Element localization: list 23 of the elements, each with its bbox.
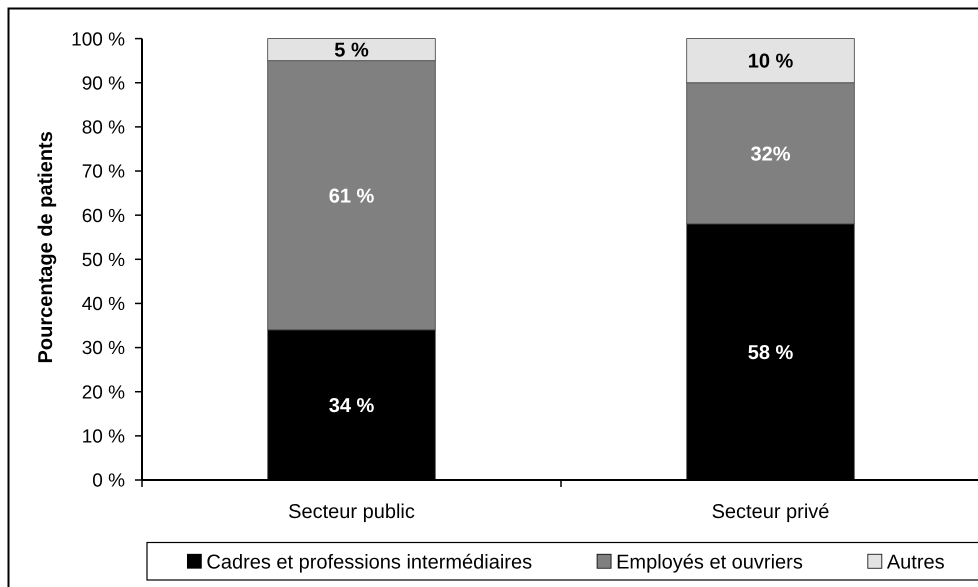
y-tick-label: 10 % [82, 426, 126, 448]
y-tick-label: 90 % [82, 73, 126, 94]
y-tick-label: 70 % [82, 162, 126, 183]
data-label: 34 % [328, 394, 375, 417]
legend-label: Autres [886, 551, 945, 574]
y-tick-label: 30 % [82, 338, 126, 360]
y-axis-title: Pourcentage de patients [35, 131, 57, 364]
y-tick-label: 80 % [82, 118, 126, 139]
y-tick-label: 40 % [82, 294, 126, 316]
x-tick-label: Secteur public [288, 501, 415, 523]
x-tick-label: Secteur privé [712, 501, 830, 523]
data-label: 58 % [748, 342, 794, 364]
y-tick-label: 100 % [71, 29, 126, 50]
data-label: 32% [750, 143, 791, 166]
data-label: 5 % [334, 40, 369, 62]
data-label: 61 % [328, 185, 375, 208]
y-tick-label: 60 % [82, 206, 126, 227]
legend-label: Employés et ouvriers [616, 551, 803, 574]
y-tick-label: 20 % [82, 382, 126, 404]
data-label: 10 % [748, 50, 794, 73]
y-tick-label: 0 % [92, 470, 126, 492]
legend-label: Cadres et professions intermédiaires [206, 551, 532, 574]
y-tick-label: 50 % [82, 250, 126, 271]
